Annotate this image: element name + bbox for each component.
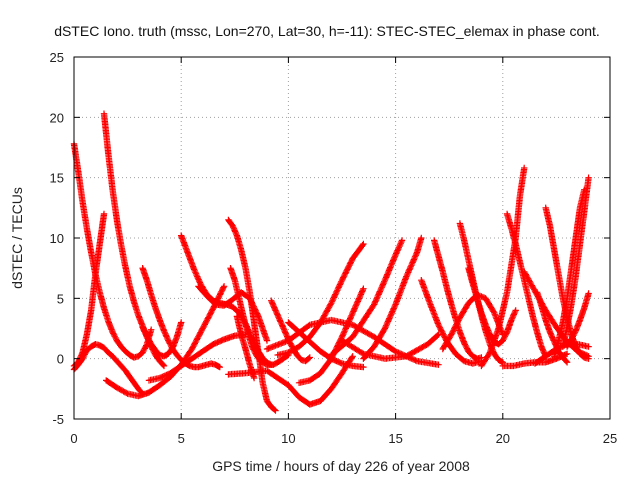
x-tick-label: 5 — [178, 431, 185, 446]
y-axis-title: dSTEC / TECUs — [9, 187, 25, 289]
series-37 — [563, 290, 592, 350]
series-29-markers — [503, 210, 549, 360]
series-20-markers — [328, 237, 406, 359]
series-29 — [503, 210, 549, 360]
series-15-markers — [285, 319, 367, 371]
x-axis-title: GPS time / hours of day 226 of year 2008 — [212, 458, 470, 474]
series-16-markers — [225, 353, 356, 408]
series-22 — [338, 331, 442, 362]
series-20 — [328, 237, 406, 359]
axis-ticks — [73, 56, 611, 420]
series-23-markers — [418, 277, 485, 367]
series-5-markers — [139, 265, 223, 371]
series-22-markers — [338, 331, 442, 362]
series-34 — [551, 186, 588, 360]
series-18 — [274, 240, 367, 359]
y-tick-label: -5 — [52, 412, 64, 427]
data-markers — [70, 110, 592, 414]
series-24-markers — [431, 237, 485, 362]
x-tick-labels: 0 5 10 15 20 25 — [70, 431, 617, 446]
y-tick-label: 20 — [50, 110, 64, 125]
x-tick-label: 10 — [281, 431, 295, 446]
series-5 — [139, 265, 223, 371]
series-12 — [227, 265, 292, 368]
series-17 — [263, 316, 442, 368]
series-34-markers — [551, 186, 588, 360]
grid — [74, 57, 610, 419]
series-21 — [360, 234, 425, 362]
x-tick-label: 20 — [496, 431, 510, 446]
x-tick-label: 0 — [70, 431, 77, 446]
series-27 — [465, 265, 519, 348]
y-tick-label: 10 — [50, 231, 64, 246]
y-tick-label: 25 — [50, 50, 64, 65]
y-tick-label: 0 — [57, 352, 64, 367]
series-24 — [431, 237, 485, 362]
series-6-markers — [139, 324, 168, 370]
series-4 — [100, 110, 185, 360]
series-4-markers — [100, 110, 185, 360]
series-17-markers — [263, 316, 442, 368]
series-12-markers — [227, 265, 292, 368]
y-tick-labels: -5 0 5 10 15 20 25 — [50, 50, 64, 427]
series-8-markers — [145, 331, 249, 384]
series-23 — [418, 277, 485, 367]
series-37-markers — [563, 290, 592, 350]
x-tick-label: 25 — [603, 431, 617, 446]
y-tick-label: 15 — [50, 171, 64, 186]
series-11 — [225, 216, 279, 414]
series-6 — [139, 324, 168, 370]
series-16 — [225, 353, 356, 408]
series-11-markers — [225, 216, 279, 414]
series-8 — [145, 331, 249, 384]
y-tick-label: 5 — [57, 291, 64, 306]
series-15 — [285, 319, 367, 371]
series-21-markers — [360, 234, 425, 362]
series-27-markers — [465, 265, 519, 348]
x-tick-label: 15 — [388, 431, 402, 446]
chart-title: dSTEC Iono. truth (mssc, Lon=270, Lat=30… — [54, 23, 600, 39]
series-18-markers — [274, 240, 367, 359]
